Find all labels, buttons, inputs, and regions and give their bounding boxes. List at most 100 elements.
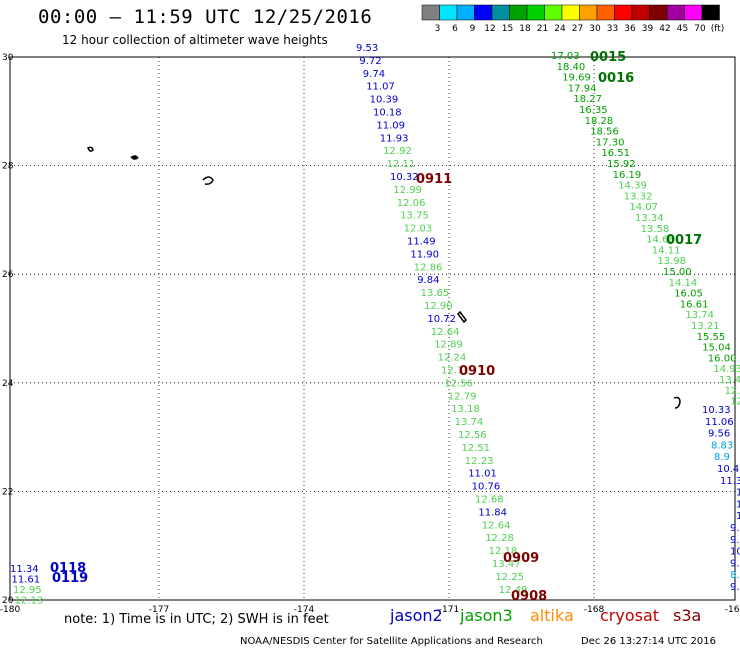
swh-value: 18.40 [557,62,586,73]
swh-value: 10.0 [736,488,740,499]
swh-value: 11.49 [407,237,436,248]
swh-value: 11.93 [380,133,409,144]
swh-value: 16.61 [680,299,709,310]
legend-cryosat: cryosat [600,606,660,625]
swh-value: 10.39 [370,95,399,106]
swh-value: 9.53 [356,43,378,54]
swh-value: 12.06 [397,198,426,209]
swh-value: 9.56 [708,429,730,440]
swh-value: 10.4 [717,464,739,475]
swh-value: 17.03 [551,51,580,62]
swh-value: 12.78 [725,386,740,397]
x-tick-label: -168 [584,605,605,615]
swh-value: 14.14 [669,278,698,289]
colorbar-label: 39 [642,24,654,34]
colorbar-label: 3 [435,24,441,34]
island-shape [87,146,94,152]
legend-jason2: jason2 [390,606,443,625]
pass-id-label: 0118 [50,561,86,576]
colorbar-swatch [544,4,563,21]
swh-value: 13.34 [635,213,664,224]
swh-value: 12.68 [475,495,504,506]
colorbar-swatch [561,4,580,21]
colorbar-swatch [666,4,685,21]
y-tick-label: 20 [2,596,14,606]
swh-value: 12.03 [404,224,433,235]
swh-value: 15.04 [702,343,731,354]
swh-value: 10.22 [730,547,740,558]
colorbar-swatch [456,4,475,21]
swh-value: 8.9 [714,452,730,463]
swh-value: 19.69 [562,73,591,84]
colorbar-label: 36 [624,24,636,34]
swh-value: 18.28 [585,116,614,127]
legend-altika: altika [530,606,574,625]
swh-value: 12.71 [441,366,470,377]
pass-id-label: 0909 [503,551,539,566]
generated-date: Dec 26 13:27:14 UTC 2016 [581,636,716,647]
swh-value: 8.83 [711,440,733,451]
pass-id-label: 0119 [52,571,88,586]
colorbar-label: 42 [659,24,670,34]
swh-value: 9.84 [417,275,439,286]
island-shape [202,176,214,185]
map-grid [10,57,735,600]
swh-value: 12.49 [499,585,528,596]
colorbar-swatch [421,4,440,21]
pass-id-label: 0908 [511,589,547,604]
colorbar-swatch [596,4,615,21]
colorbar: 3 6 9 12 15 18 21 24 27 30 33 36 39 42 45 70 (ft) [421,4,725,34]
swh-value: 12.18 [489,546,518,557]
swh-value: 12.86 [414,262,443,273]
swh-value: 12.51 [461,443,490,454]
swh-value: 13.21 [691,321,720,332]
swh-value: 9.72 [359,56,381,67]
swh-value: 10.32 [390,172,419,183]
swh-value: 13.18 [451,404,480,415]
swh-value: 8.52 [730,570,740,581]
map-ticks: -180 -177 -174 -171 -168 -165 30 28 26 24 22 20 [0,53,740,615]
legend-jason3: jason3 [460,606,513,625]
swh-value: 12.23 [465,456,494,467]
island-shape [130,155,139,160]
swh-value: 10.18 [373,108,402,119]
footnote: note: 1) Time is in UTC; 2) SWH is in fe… [64,612,329,627]
swh-value: 14.93 [713,364,740,375]
swh-value: 12.28 [485,533,514,544]
swh-value: 18.27 [573,94,602,105]
credit: NOAA/NESDIS Center for Satellite Applica… [240,636,543,647]
swh-value: 17.94 [568,83,597,94]
page-subtitle: 12 hour collection of altimeter wave hei… [62,33,328,47]
colorbar-label: 15 [502,24,513,34]
map-frame [9,56,736,601]
swh-value: 12.99 [393,185,422,196]
swh-value: 12.24 [438,353,467,364]
swh-value: 9.33 [730,535,740,546]
colorbar-swatch [701,4,720,21]
swh-value: 12.13 [15,596,44,607]
page-title: 00:00 – 11:59 UTC 12/25/2016 [38,6,373,28]
colorbar-swatch [474,4,493,21]
pass-id-label: 0015 [590,50,626,65]
swh-value: 12.56 [458,430,487,441]
colorbar-label: (ft) [711,24,725,34]
swh-value: 15.55 [697,332,726,343]
swh-value: 13.74 [455,417,484,428]
swh-value: 16.05 [674,289,703,300]
swh-value: 14.11 [652,245,681,256]
colorbar-swatch [439,4,458,21]
colorbar-label: 27 [572,24,583,34]
colorbar-label: 45 [677,24,688,34]
swh-value: 11.84 [478,507,507,518]
swh-value: 12.90 [424,301,453,312]
colorbar-swatch [509,4,528,21]
pass-id-label: 0911 [416,172,452,187]
y-tick-label: 30 [2,53,14,63]
swh-value: 12.95 [13,585,42,596]
swh-value: 9.74 [363,69,385,80]
colorbar-label: 12 [484,24,495,34]
swh-value: 13.49 [719,375,740,386]
colorbar-swatch [491,4,510,21]
swh-value: 9.83 [730,523,740,534]
swh-value: 10.72 [427,314,456,325]
